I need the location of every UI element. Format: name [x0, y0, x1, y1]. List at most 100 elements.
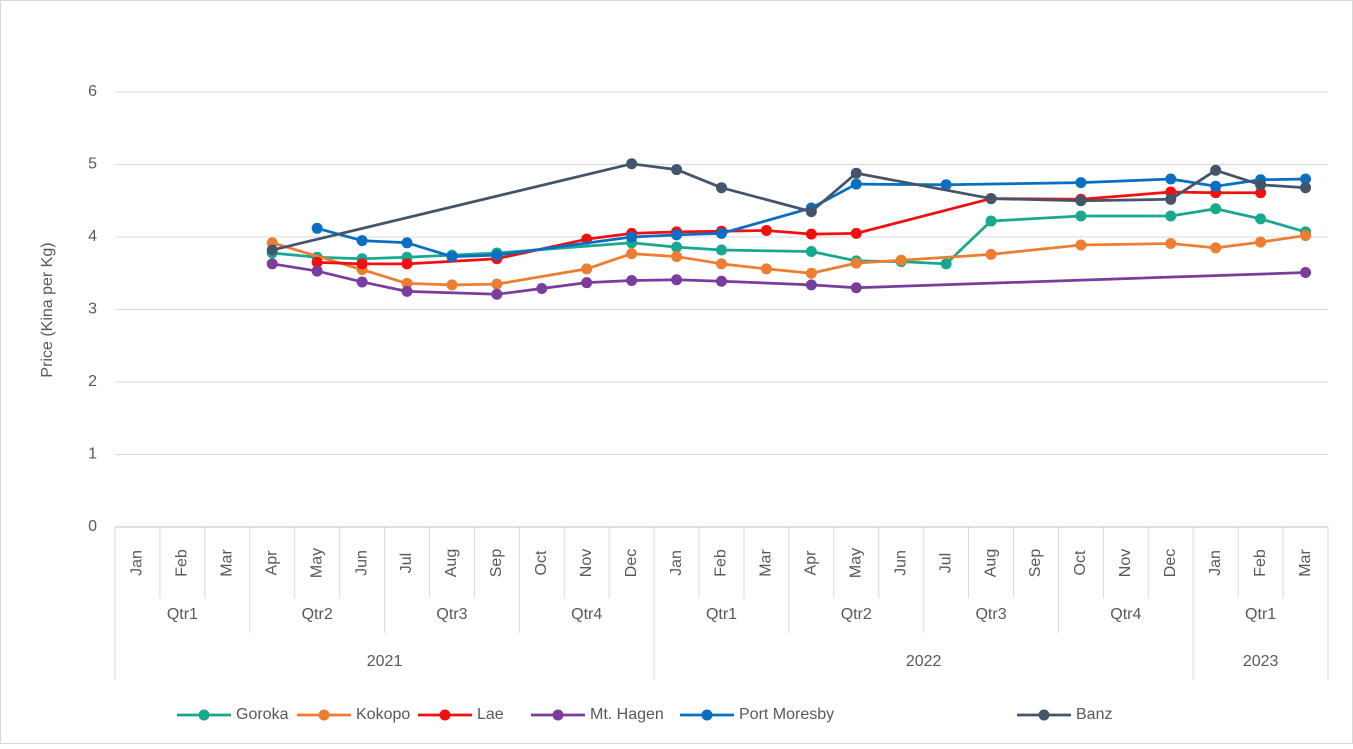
quarter-label: Qtr4 — [571, 606, 602, 623]
line-segment — [854, 182, 948, 187]
line-segment — [1079, 242, 1173, 247]
point — [1075, 177, 1087, 189]
line-segment — [1169, 168, 1218, 201]
x-tick-label: Aug — [982, 549, 999, 577]
point — [311, 256, 323, 268]
x-tick-label: Sep — [1027, 549, 1044, 578]
point — [671, 274, 683, 286]
line-segment — [360, 268, 409, 285]
point — [356, 235, 368, 247]
legend-label: Port Moresby — [739, 706, 834, 723]
line-segment — [1169, 190, 1218, 195]
line-segment — [809, 283, 858, 290]
line-segment — [405, 241, 454, 258]
point — [850, 227, 862, 239]
line-segment — [720, 248, 813, 253]
legend-label: Goroka — [236, 706, 289, 723]
point — [626, 231, 638, 243]
line-segment — [899, 253, 993, 262]
line-segment — [1079, 190, 1173, 201]
point — [805, 206, 817, 218]
x-tick-label: Apr — [803, 550, 820, 576]
x-tick-label: Feb — [713, 549, 730, 577]
quarter-label: Qtr1 — [167, 606, 198, 623]
line-segment — [630, 162, 678, 171]
x-tick-label: Mar — [1297, 549, 1314, 577]
point — [940, 258, 952, 270]
y-tick-label: 5 — [88, 156, 97, 173]
line-segment — [720, 206, 813, 235]
point — [1255, 236, 1267, 248]
line-segment — [405, 282, 454, 287]
quarter-label: Qtr3 — [975, 606, 1006, 623]
x-tick-label: Aug — [443, 549, 460, 577]
x-tick-label: Jul — [937, 553, 954, 573]
point — [356, 276, 368, 288]
quarter-label: Qtr3 — [436, 606, 467, 623]
x-tick-label: Dec — [623, 549, 640, 577]
point — [1075, 195, 1087, 207]
line-segment — [899, 260, 948, 266]
point — [1075, 210, 1087, 222]
x-tick-label: Jul — [398, 553, 415, 573]
line-segment — [630, 233, 678, 239]
quarter-label: Qtr2 — [841, 606, 872, 623]
line-segment — [585, 252, 634, 271]
point — [491, 288, 503, 300]
point — [1210, 242, 1222, 254]
legend-marker — [552, 709, 564, 721]
point — [850, 257, 862, 269]
point — [581, 277, 593, 289]
line-segment — [585, 232, 634, 241]
line-segment — [360, 239, 409, 245]
line-segment — [854, 258, 903, 265]
legend-label: Banz — [1076, 706, 1112, 723]
line-segment — [675, 229, 723, 234]
point — [1210, 203, 1222, 215]
line-segment — [630, 241, 678, 249]
point — [1210, 180, 1222, 192]
line-segment — [495, 235, 634, 257]
x-tick-label: Apr — [263, 550, 280, 576]
x-tick-label: Feb — [1252, 549, 1269, 577]
point — [985, 215, 997, 227]
point — [850, 282, 862, 294]
point — [401, 285, 413, 297]
x-tick-label: Jan — [129, 550, 146, 576]
point — [311, 265, 323, 277]
point — [716, 182, 727, 194]
point — [671, 164, 683, 176]
legend-marker — [701, 709, 713, 721]
line-segment — [854, 197, 993, 235]
legend-marker — [1038, 709, 1050, 721]
line-segment — [585, 279, 634, 285]
y-tick-label: 3 — [88, 301, 97, 318]
line-segment — [1259, 234, 1307, 244]
point — [491, 249, 503, 261]
point — [491, 278, 503, 290]
line-segment — [270, 162, 634, 252]
legend-label: Lae — [477, 706, 504, 723]
point — [985, 193, 997, 205]
quarter-label: Qtr2 — [302, 606, 333, 623]
line-segment — [1169, 207, 1218, 218]
point — [401, 237, 413, 249]
y-tick-label: 2 — [88, 373, 97, 390]
x-tick-label: May — [847, 548, 864, 578]
point — [850, 167, 862, 179]
point — [266, 258, 278, 270]
point — [626, 158, 638, 170]
line-segment — [315, 261, 364, 266]
line-segment — [540, 281, 589, 290]
line-segment — [1079, 197, 1173, 203]
x-tick-label: Nov — [1117, 549, 1134, 577]
point — [805, 267, 817, 279]
point — [985, 248, 997, 260]
line-segment — [1259, 217, 1307, 234]
line-segment — [1259, 183, 1307, 190]
point — [446, 279, 458, 291]
point — [1165, 210, 1177, 222]
point — [1255, 213, 1267, 225]
point — [356, 258, 368, 270]
